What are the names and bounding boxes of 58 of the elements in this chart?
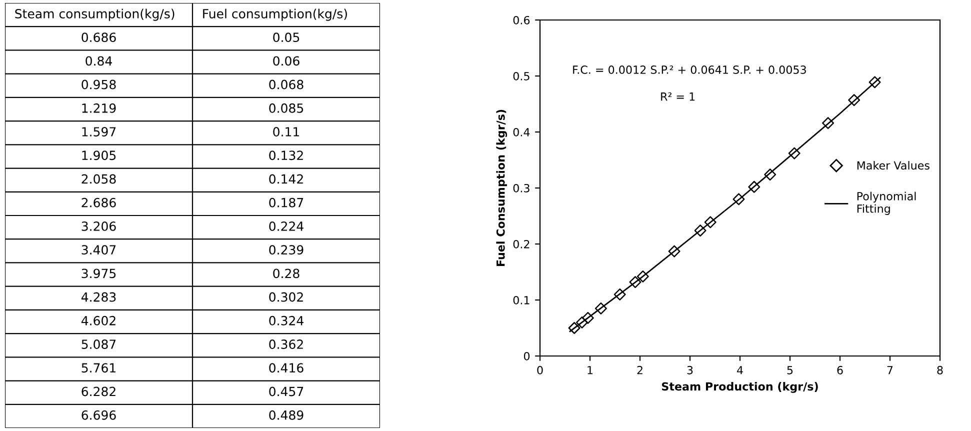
- y-tick-label: 0.6: [513, 16, 530, 24]
- x-tick-label: 3: [687, 366, 693, 374]
- y-tick-label: 0.1: [513, 296, 530, 304]
- text: 3.975: [82, 268, 116, 278]
- y-tick-label: 0.5: [513, 72, 530, 80]
- text: 1.219: [82, 103, 116, 113]
- text: 0.068: [269, 80, 304, 90]
- y-tick-label: 0: [524, 352, 530, 360]
- text: 3.206: [82, 221, 116, 231]
- text: 6.282: [82, 386, 116, 396]
- annotation: F.C. = 0.0012 S.P.² + 0.0641 S.P. + 0.0053: [573, 66, 806, 74]
- text: 2.686: [82, 198, 116, 208]
- text: 5.087: [82, 340, 116, 349]
- text: 2.058: [82, 174, 116, 184]
- text: 4.283: [81, 292, 116, 302]
- x-tick-label: 7: [887, 366, 893, 374]
- text: 0.416: [269, 363, 304, 373]
- text: 0.132: [269, 150, 303, 160]
- text: 5.761: [82, 363, 116, 373]
- text: 6.696: [82, 410, 116, 420]
- text: 1.905: [82, 150, 116, 160]
- text: 0.11: [273, 127, 300, 136]
- text: 0.239: [269, 245, 304, 255]
- text: 0.224: [269, 221, 304, 231]
- text: 0.958: [82, 80, 116, 90]
- x-tick-label: 5: [787, 366, 793, 374]
- text: 4.602: [81, 316, 116, 326]
- text: 0.457: [269, 386, 304, 396]
- y-tick-label: 0.2: [513, 240, 530, 248]
- text: 3.407: [82, 245, 116, 255]
- text: 0.362: [269, 340, 303, 349]
- x-tick-label: 6: [837, 366, 843, 374]
- text: 0.06: [273, 56, 300, 66]
- text: 0.085: [269, 103, 304, 113]
- y-axis-title: Fuel Consumption (kgr/s): [496, 110, 508, 266]
- annotation: R² = 1: [661, 92, 695, 101]
- text: 0.142: [269, 174, 303, 184]
- y-tick-label: 0.4: [513, 128, 530, 136]
- y-tick-label: 0.3: [513, 184, 530, 192]
- text: 0.187: [269, 198, 304, 208]
- x-tick-label: 1: [588, 366, 593, 374]
- text: 0.28: [273, 268, 300, 278]
- text: 0.05: [273, 32, 300, 42]
- text: 0.84: [86, 56, 112, 66]
- x-tick-label: 0: [537, 366, 543, 374]
- text: 1.597: [82, 127, 116, 136]
- x-axis-title: Steam Production (kgr/s): [662, 382, 818, 393]
- x-tick-label: 8: [937, 366, 943, 374]
- text: 0.302: [269, 292, 303, 302]
- text: 0.324: [269, 316, 304, 326]
- x-tick-label: 2: [637, 366, 642, 374]
- text: Fuel consumption(kg/s): [203, 8, 347, 21]
- text: Steam consumption(kg/s): [15, 8, 174, 21]
- legend-label: Polynomial Fitting: [857, 192, 916, 215]
- legend-label: Maker Values: [857, 161, 930, 170]
- text: 0.686: [82, 32, 116, 42]
- text: 0.489: [269, 410, 304, 420]
- x-tick-label: 4: [737, 366, 743, 374]
